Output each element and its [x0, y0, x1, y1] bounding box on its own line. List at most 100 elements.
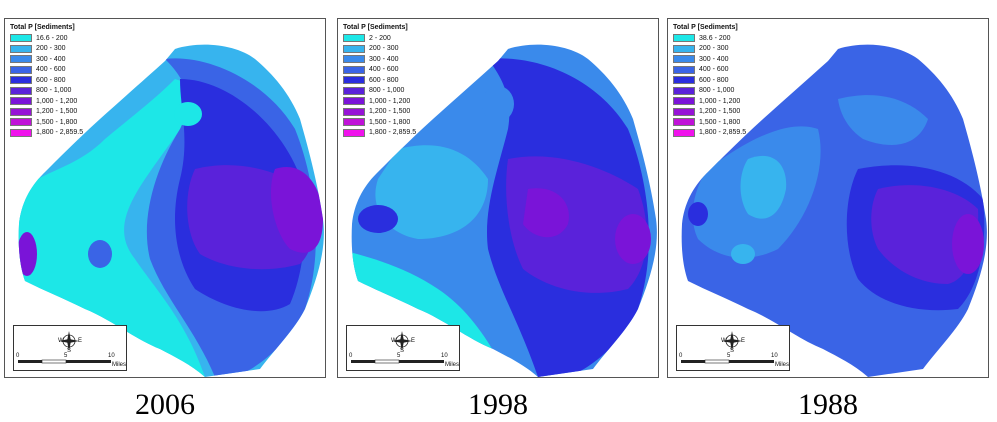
phosphorus-map-1988 [681, 44, 987, 377]
compass-e: E [741, 338, 746, 344]
legend-swatch [10, 128, 32, 137]
legend-item: 300 - 400 [343, 54, 416, 65]
legend-item: 600 - 800 [343, 75, 416, 86]
legend-item: 400 - 600 [10, 65, 83, 76]
legend-item: 200 - 300 [673, 44, 746, 55]
legend-item: 1,000 - 1,200 [673, 96, 746, 107]
legend-item: 2 - 200 [343, 33, 416, 44]
legend-item: 1,200 - 1,500 [673, 107, 746, 118]
legend-swatch [673, 44, 695, 53]
legend-swatch [10, 44, 32, 53]
legend-label: 1,000 - 1,200 [699, 97, 741, 105]
year-label-1988: 1988 [798, 388, 858, 421]
legend-label: 2 - 200 [369, 34, 391, 42]
phosphorus-map-2006 [18, 44, 324, 377]
compass-s: S [67, 348, 72, 354]
legend-label: 600 - 800 [369, 76, 399, 84]
legend-rows: 16.6 - 200 200 - 300 300 - 400 400 - 600 600… [10, 33, 83, 138]
legend-swatch [343, 86, 365, 95]
legend-item: 1,800 - 2,859.5 [10, 128, 83, 139]
year-label-1998: 1998 [468, 388, 528, 421]
legend-item: 800 - 1,000 [673, 86, 746, 97]
legend-label: 16.6 - 200 [36, 34, 68, 42]
legend-swatch [673, 128, 695, 137]
compass-w: W [58, 338, 64, 344]
legend-item: 200 - 300 [343, 44, 416, 55]
legend-swatch [343, 128, 365, 137]
legend-item: 1,800 - 2,859.5 [343, 128, 416, 139]
legend-label: 200 - 300 [699, 45, 729, 53]
legend-swatch [343, 107, 365, 116]
legend-item: 600 - 800 [673, 75, 746, 86]
legend-label: 300 - 400 [699, 55, 729, 63]
legend-swatch [673, 34, 695, 43]
legend-swatch [673, 118, 695, 127]
legend-item: 300 - 400 [10, 54, 83, 65]
legend-label: 1,200 - 1,500 [699, 108, 741, 116]
legend-label: 1,000 - 1,200 [369, 97, 411, 105]
scale-max: 10 [771, 353, 778, 359]
legend-swatch [10, 97, 32, 106]
compass-rose-icon [18, 331, 111, 364]
compass-rose-icon [681, 331, 774, 364]
legend-title: Total P [Sediments] [10, 24, 75, 31]
legend-swatch [343, 97, 365, 106]
legend-swatch [10, 34, 32, 43]
map-panel-2006: Total P [Sediments] 16.6 - 200 200 - 300 3… [4, 18, 326, 378]
scale-min: 0 [16, 353, 20, 359]
legend-swatch [343, 55, 365, 64]
legend-label: 1,800 - 2,859.5 [36, 129, 84, 137]
scale-min: 0 [679, 353, 683, 359]
legend-label: 1,800 - 2,859.5 [369, 129, 417, 137]
year-label-2006: 2006 [135, 388, 195, 421]
legend-swatch [343, 44, 365, 53]
scale-mid: 5 [727, 353, 731, 359]
scale-mid: 5 [64, 353, 68, 359]
scale-max: 10 [441, 353, 448, 359]
legend-title: Total P [Sediments] [673, 24, 738, 31]
scale-max: 10 [108, 353, 115, 359]
legend-label: 1,500 - 1,800 [699, 118, 741, 126]
legend-swatch [10, 107, 32, 116]
legend-rows: 38.6 - 200 200 - 300 300 - 400 400 - 600 600… [673, 33, 746, 138]
compass-s: S [730, 348, 735, 354]
legend-item: 1,500 - 1,800 [343, 117, 416, 128]
legend-swatch [673, 76, 695, 85]
legend: Total P [Sediments] 38.6 - 200 200 - 300 3… [673, 24, 746, 138]
scale-unit: Miles [445, 362, 460, 368]
legend-swatch [10, 65, 32, 74]
legend-label: 300 - 400 [369, 55, 399, 63]
legend-item: 1,200 - 1,500 [343, 107, 416, 118]
legend-item: 1,500 - 1,800 [673, 117, 746, 128]
scale-mid: 5 [397, 353, 401, 359]
legend-swatch [10, 76, 32, 85]
legend-swatch [10, 86, 32, 95]
legend-swatch [10, 118, 32, 127]
legend-item: 16.6 - 200 [10, 33, 83, 44]
legend-item: 800 - 1,000 [10, 86, 83, 97]
scale-unit: Miles [112, 362, 127, 368]
legend: Total P [Sediments] 16.6 - 200 200 - 300 3… [10, 24, 83, 138]
legend-label: 600 - 800 [36, 76, 66, 84]
legend-label: 300 - 400 [36, 55, 66, 63]
legend-label: 1,500 - 1,800 [36, 118, 78, 126]
legend-item: 400 - 600 [673, 65, 746, 76]
scale-unit: Miles [775, 362, 790, 368]
legend-swatch [673, 107, 695, 116]
compass-w: W [721, 338, 727, 344]
legend-swatch [343, 118, 365, 127]
compass-e: E [78, 338, 83, 344]
legend-swatch [673, 86, 695, 95]
legend-swatch [343, 76, 365, 85]
compass-s: S [400, 348, 405, 354]
legend-item: 600 - 800 [10, 75, 83, 86]
map-panel-1988: Total P [Sediments] 38.6 - 200 200 - 300 3… [667, 18, 989, 378]
legend-swatch [343, 34, 365, 43]
legend-item: 800 - 1,000 [343, 86, 416, 97]
legend-item: 1,500 - 1,800 [10, 117, 83, 128]
legend-label: 800 - 1,000 [699, 87, 735, 95]
legend-label: 400 - 600 [36, 66, 66, 74]
compass-scale-box: W E S 0 5 10 Miles [346, 325, 460, 371]
legend-label: 1,500 - 1,800 [369, 118, 411, 126]
legend-item: 1,200 - 1,500 [10, 107, 83, 118]
